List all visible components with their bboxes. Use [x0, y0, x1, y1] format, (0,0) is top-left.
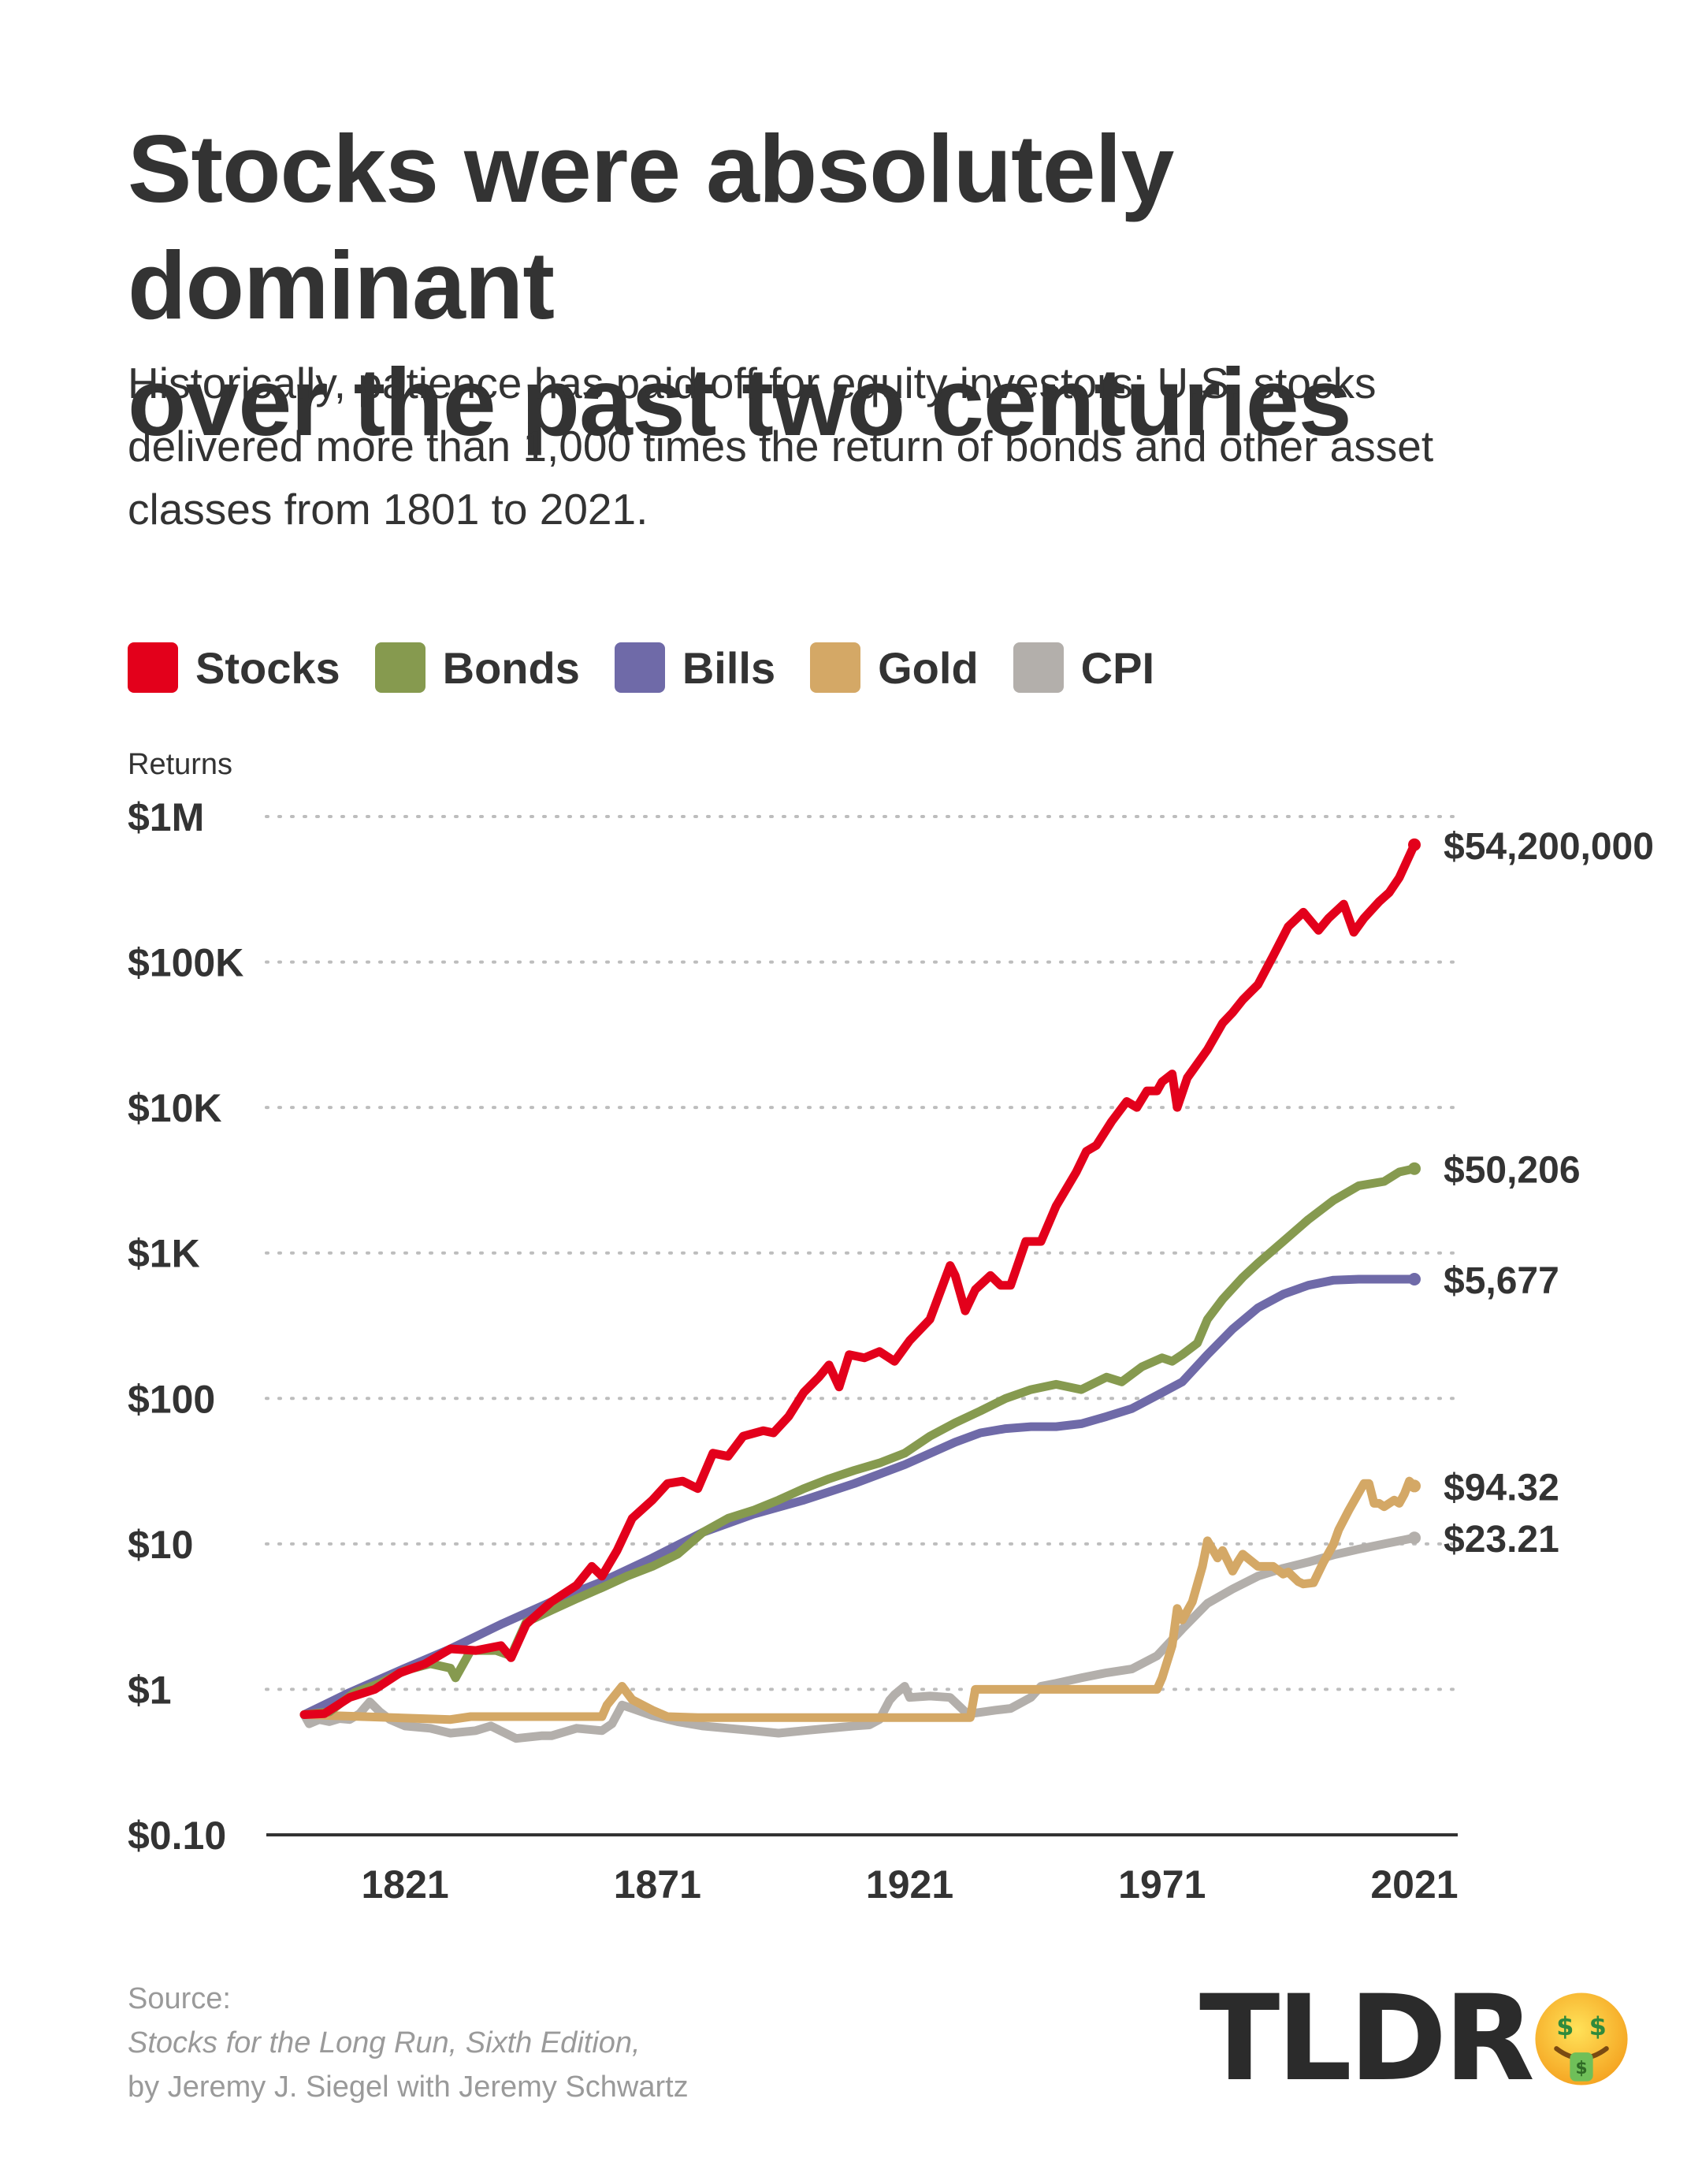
title-line-1: Stocks were absolutely dominant — [128, 115, 1174, 339]
source-note: Source: Stocks for the Long Run, Sixth E… — [128, 1977, 1073, 2109]
legend-swatch-bonds — [374, 642, 426, 693]
chart-series — [299, 838, 1421, 1743]
chart-end-labels: $54,200,000 $50,206 $5,677 $94.32 $23.21 — [1444, 826, 1654, 1561]
end-label-bonds: $50,206 — [1444, 1150, 1581, 1192]
y-tick-label: $1K — [128, 1232, 200, 1276]
end-label-stocks: $54,200,000 — [1444, 826, 1654, 868]
money-mouth-face-icon: $ $ $ — [1535, 1992, 1628, 2085]
x-tick-label: 2021 — [1370, 1862, 1458, 1907]
y-tick-label: $1 — [128, 1668, 172, 1712]
svg-text:$: $ — [1575, 2059, 1587, 2078]
y-tick-label: $0.10 — [128, 1814, 226, 1858]
subtitle-line-2: delivered more than 1,000 times the retu… — [128, 422, 1434, 471]
source-title: Stocks for the Long Run, Sixth Edition, — [128, 2026, 641, 2059]
legend-item-bonds: Bonds — [374, 642, 580, 694]
y-axis-label: Returns — [128, 748, 232, 781]
legend-item-gold: Gold — [810, 642, 979, 694]
chart-legend: Stocks Bonds Bills Gold CPI — [128, 640, 1189, 695]
source-prefix: Source: — [128, 1982, 231, 2015]
series-line-gold — [299, 1476, 1419, 1725]
y-tick-label: $10K — [128, 1086, 222, 1130]
y-tick-label: $1M — [128, 795, 204, 839]
series-end-point — [1408, 838, 1421, 851]
x-tick-label: 1921 — [866, 1862, 953, 1907]
page-subtitle: Historically, patience has paid off for … — [128, 352, 1593, 541]
x-tick-label: 1871 — [614, 1862, 701, 1907]
legend-label-gold: Gold — [878, 642, 979, 693]
chart-axes: Returns $1M $100K $10K $1K $100 $10 $1 $0.10 1821… — [128, 748, 1459, 1907]
legend-label-bonds: Bonds — [442, 642, 580, 693]
brand-logo: TLDR $ $ $ — [1199, 1980, 1630, 2098]
series-end-point — [1408, 1162, 1421, 1175]
chart-gridlines — [265, 815, 1459, 1691]
legend-swatch-cpi — [1013, 642, 1064, 693]
legend-swatch-bills — [614, 642, 665, 693]
legend-item-bills: Bills — [614, 642, 776, 694]
page-title: Stocks were absolutely dominant over the… — [128, 110, 1625, 460]
end-label-gold: $94.32 — [1444, 1467, 1559, 1509]
source-line-2: by Jeremy J. Siegel with Jeremy Schwartz — [128, 2071, 689, 2104]
y-tick-label: $10 — [128, 1523, 193, 1567]
legend-label-stocks: Stocks — [195, 642, 340, 693]
legend-label-cpi: CPI — [1080, 642, 1155, 693]
legend-swatch-stocks — [128, 642, 178, 693]
svg-text:$: $ — [1589, 2013, 1607, 2041]
series-end-point — [1408, 1273, 1421, 1286]
series-line-stocks — [299, 840, 1419, 1719]
subtitle-line-3: classes from 1801 to 2021. — [128, 485, 648, 534]
brand-wordmark: TLDR — [1199, 1970, 1535, 2108]
series-end-point — [1408, 1479, 1421, 1493]
y-tick-label: $100 — [128, 1377, 215, 1421]
series-line-bonds — [299, 1164, 1419, 1719]
series-end-point — [1408, 1531, 1421, 1545]
subtitle-line-1: Historically, patience has paid off for … — [128, 359, 1377, 407]
end-label-bills: $5,677 — [1444, 1260, 1559, 1302]
legend-item-stocks: Stocks — [128, 642, 340, 694]
x-tick-label: 1821 — [361, 1862, 448, 1907]
svg-text:$: $ — [1556, 2013, 1574, 2041]
source-line-1: Source: Stocks for the Long Run, Sixth E… — [128, 1977, 1073, 2065]
legend-item-cpi: CPI — [1013, 642, 1154, 694]
legend-swatch-gold — [810, 642, 861, 693]
x-tick-label: 1971 — [1118, 1862, 1206, 1907]
end-label-cpi: $23.21 — [1444, 1519, 1559, 1561]
title-line-2: over the past two centuries — [128, 348, 1352, 456]
y-tick-label: $100K — [128, 941, 243, 985]
legend-label-bills: Bills — [682, 642, 776, 693]
returns-chart: Returns $1M $100K $10K $1K $100 $10 $1 $0.10 1821… — [128, 748, 1654, 1907]
